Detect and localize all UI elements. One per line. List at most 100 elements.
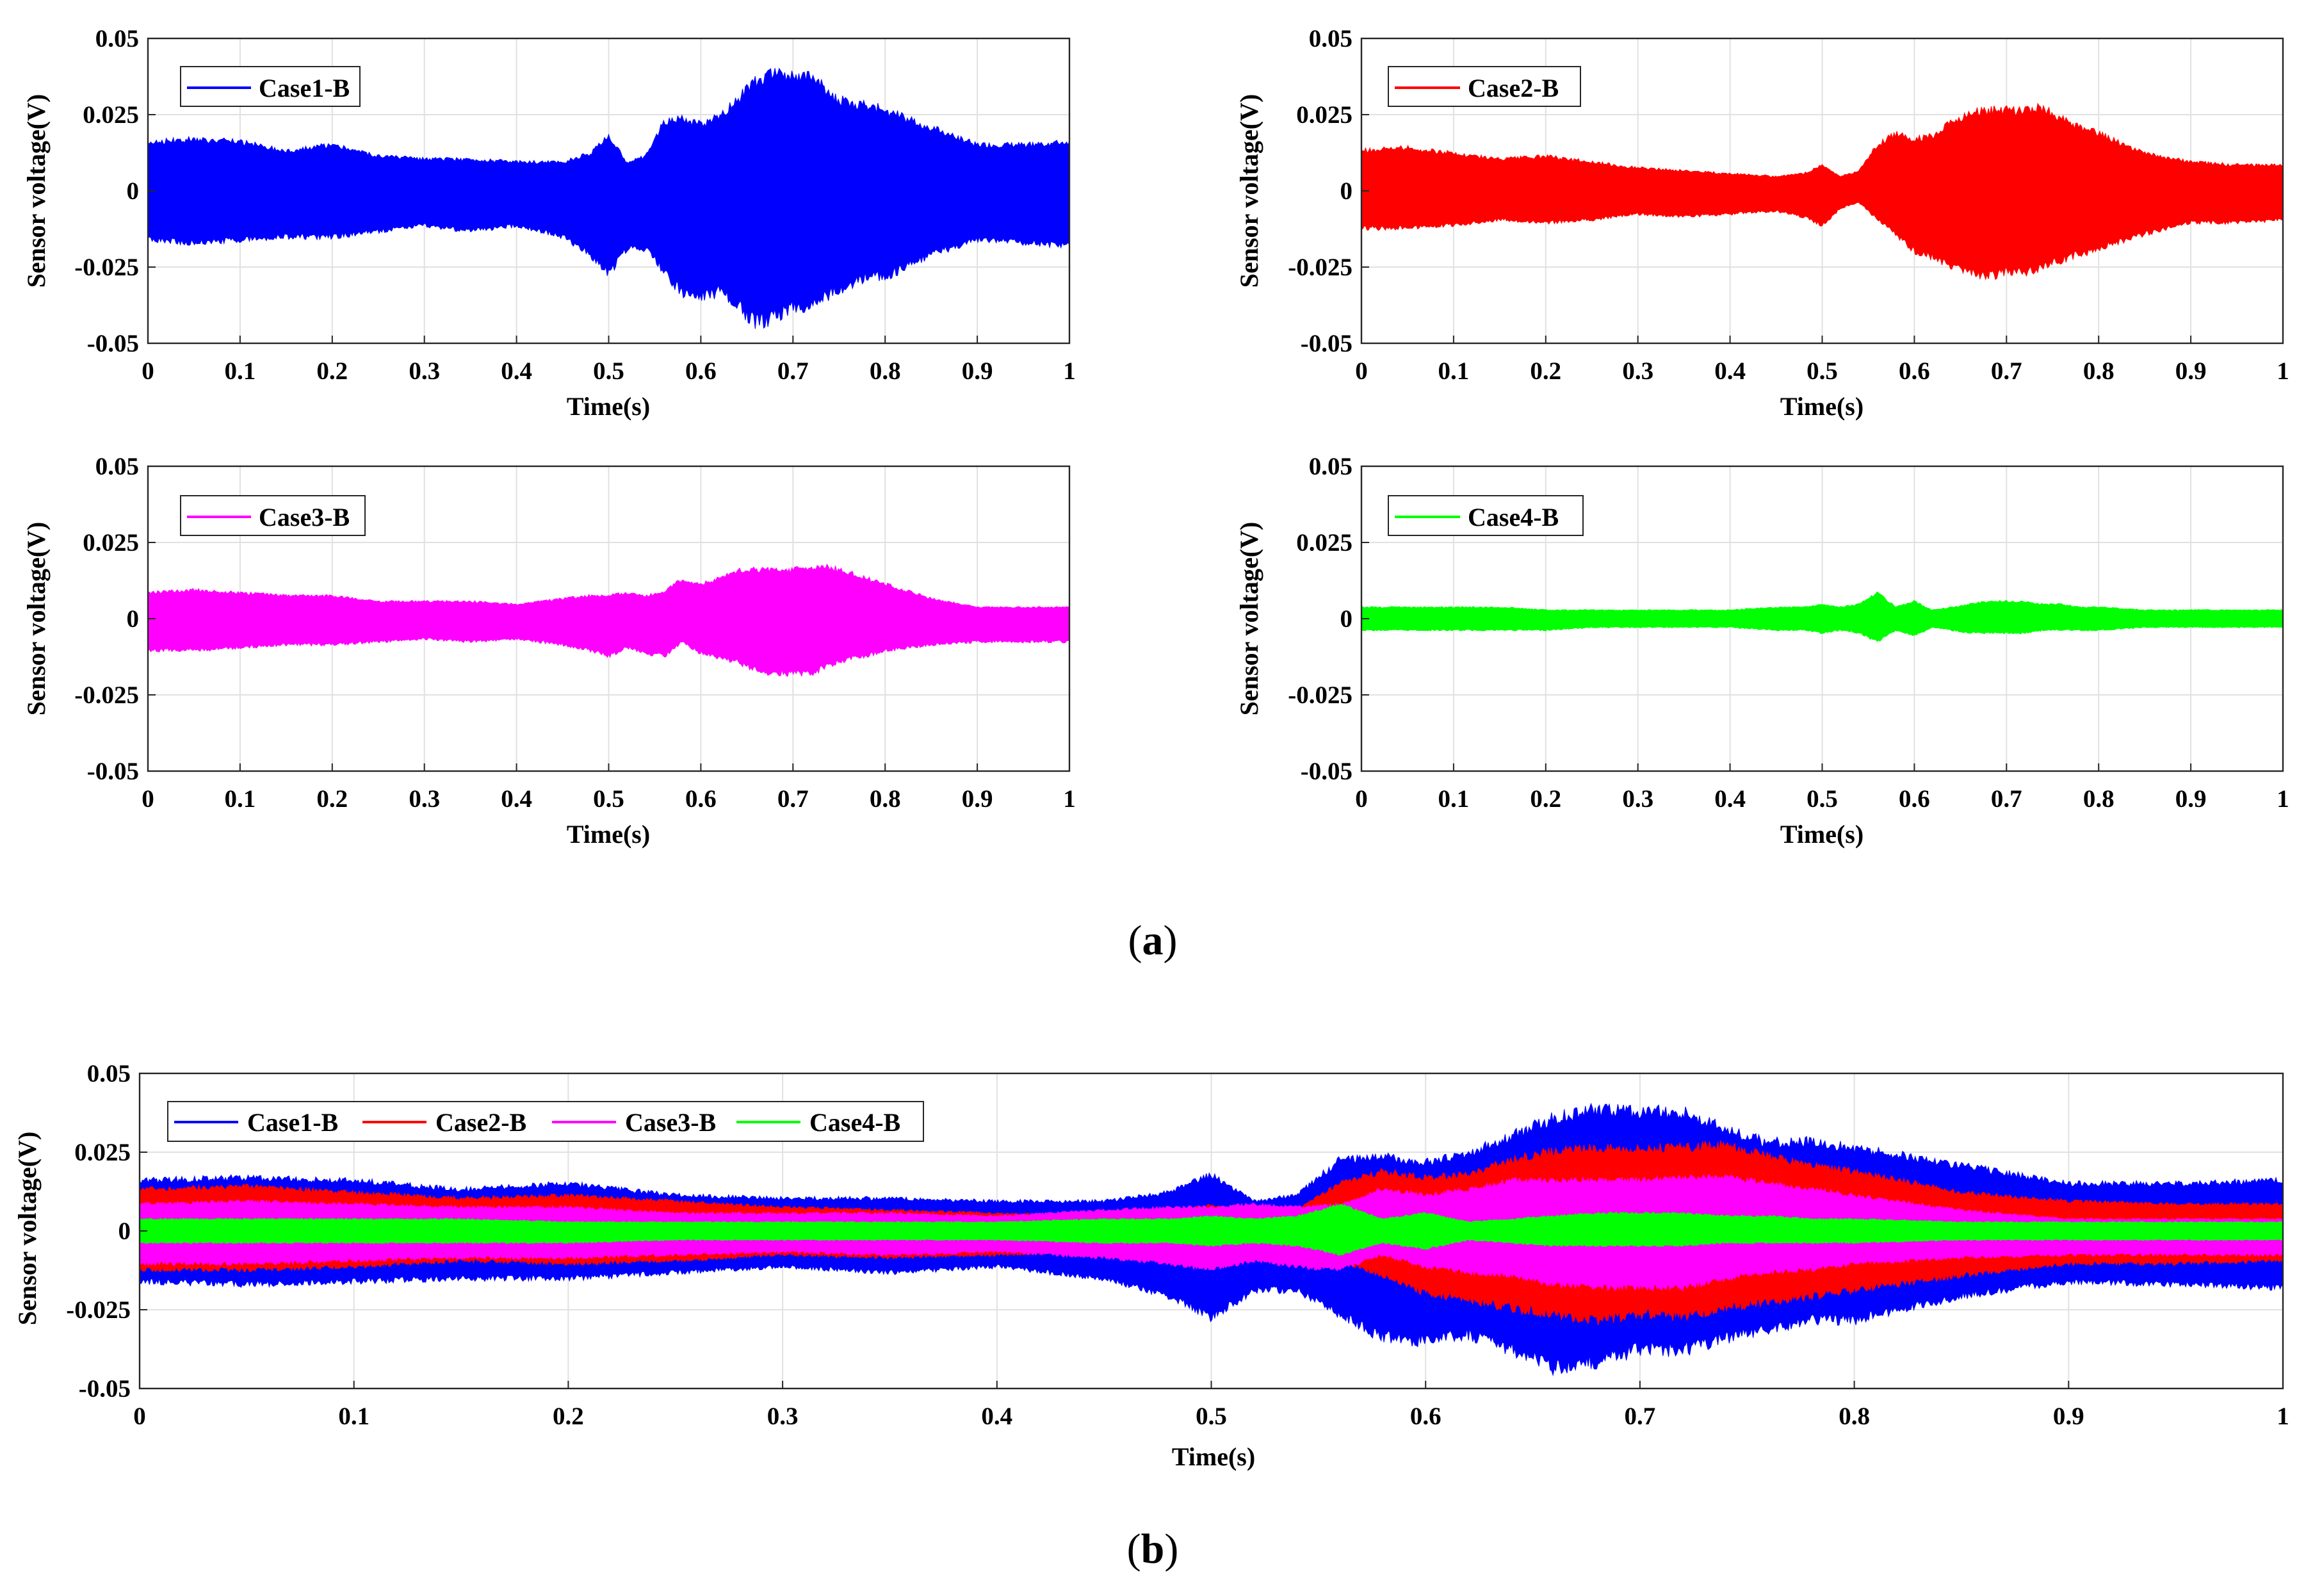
xtick-case2-10: 1 [2277, 357, 2289, 385]
ytick-case1-0: 0.05 [95, 25, 139, 53]
xtick-case1-8: 0.8 [870, 357, 901, 385]
xtick-overlay-2: 0.2 [553, 1403, 584, 1430]
xtick-case4-5: 0.5 [1807, 785, 1838, 813]
caption-b-letter: b [1141, 1526, 1165, 1572]
xtick-case3-7: 0.7 [777, 785, 809, 813]
legend-label-case2: Case2-B [1468, 74, 1559, 102]
legend-label-overlay-case4: Case4-B [809, 1108, 900, 1137]
xtick-case1-10: 1 [1063, 357, 1076, 385]
xtick-case4-4: 0.4 [1714, 785, 1746, 813]
ytick-case3-4: -0.05 [87, 758, 139, 785]
legend-case1: Case1-B [180, 66, 361, 107]
xlabel-case3: Time(s) [567, 820, 650, 849]
ytick-case3-1: 0.025 [83, 529, 139, 557]
ytick-case1-3: -0.025 [74, 254, 139, 281]
ytick-overlay-3: -0.025 [66, 1296, 131, 1324]
ytick-case4-2: 0 [1340, 605, 1353, 633]
ytick-case2-0: 0.05 [1309, 25, 1352, 53]
xtick-case3-4: 0.4 [501, 785, 532, 813]
legend-label-overlay-case1: Case1-B [247, 1108, 338, 1137]
xtick-case4-6: 0.6 [1899, 785, 1930, 813]
legend-label-case4: Case4-B [1468, 503, 1559, 532]
xtick-case4-7: 0.7 [1991, 785, 2022, 813]
ytick-case2-1: 0.025 [1296, 101, 1352, 129]
ytick-case2-4: -0.05 [1301, 330, 1352, 357]
ylabel-case1: Sensor voltage(V) [22, 94, 51, 288]
xtick-overlay-5: 0.5 [1196, 1403, 1227, 1430]
xtick-case2-3: 0.3 [1622, 357, 1653, 385]
xtick-case2-1: 0.1 [1438, 357, 1470, 385]
xtick-case4-2: 0.2 [1530, 785, 1561, 813]
ytick-case1-2: 0 [127, 177, 140, 205]
ytick-case3-0: 0.05 [95, 453, 139, 480]
xtick-case3-9: 0.9 [962, 785, 993, 813]
ytick-case3-2: 0 [127, 605, 140, 633]
legend-label-overlay-case2: Case2-B [435, 1108, 526, 1137]
xtick-overlay-9: 0.9 [2053, 1403, 2084, 1430]
legend-case2: Case2-B [1388, 66, 1581, 107]
xtick-case2-4: 0.4 [1714, 357, 1746, 385]
xlabel-case4: Time(s) [1780, 820, 1863, 849]
caption-a-letter: a [1142, 917, 1164, 964]
legend-label-overlay-case3: Case3-B [625, 1108, 716, 1137]
ytick-case4-3: -0.025 [1288, 681, 1352, 709]
xtick-case4-0: 0 [1355, 785, 1368, 813]
caption-b: (b) [1127, 1526, 1179, 1572]
xtick-overlay-0: 0 [133, 1403, 146, 1430]
xlabel-case2: Time(s) [1780, 392, 1863, 421]
xtick-overlay-1: 0.1 [338, 1403, 369, 1430]
xtick-case2-6: 0.6 [1899, 357, 1930, 385]
ytick-case4-4: -0.05 [1301, 758, 1352, 785]
legend-case3: Case3-B [180, 495, 366, 536]
ytick-overlay-2: 0 [118, 1217, 131, 1245]
xtick-overlay-10: 1 [2277, 1403, 2289, 1430]
xtick-case4-1: 0.1 [1438, 785, 1470, 813]
xtick-case3-1: 0.1 [225, 785, 256, 813]
xtick-case2-9: 0.9 [2175, 357, 2207, 385]
xtick-case1-0: 0 [142, 357, 154, 385]
xtick-case3-6: 0.6 [685, 785, 717, 813]
xtick-case1-7: 0.7 [777, 357, 809, 385]
xtick-case2-0: 0 [1355, 357, 1368, 385]
xlabel-overlay: Time(s) [1172, 1442, 1255, 1471]
xtick-case2-2: 0.2 [1530, 357, 1561, 385]
xtick-case1-6: 0.6 [685, 357, 717, 385]
caption-a: (a) [1128, 917, 1178, 964]
ytick-case3-3: -0.025 [74, 681, 139, 709]
xtick-case3-2: 0.2 [316, 785, 348, 813]
legend-label-case1: Case1-B [259, 74, 350, 102]
xtick-case3-8: 0.8 [870, 785, 901, 813]
plot-area-case3: 0 0.1 0.2 0.3 0.4 0.5 0.6 0.7 0.8 0.9 10.050.0250-… [74, 453, 1076, 813]
xtick-overlay-8: 0.8 [1839, 1403, 1870, 1430]
subplot-case1: 0 0.1 0.2 0.3 0.4 0.5 0.6 0.7 0.8 0.9 10.050.0250-… [22, 25, 1076, 421]
xtick-case4-9: 0.9 [2175, 785, 2207, 813]
xtick-case4-10: 1 [2277, 785, 2289, 813]
subplot-case2: 0 0.1 0.2 0.3 0.4 0.5 0.6 0.7 0.8 0.9 10.050.0250-… [1235, 25, 2289, 421]
xtick-case3-3: 0.3 [409, 785, 440, 813]
plot-area-case2: 0 0.1 0.2 0.3 0.4 0.5 0.6 0.7 0.8 0.9 10.050.0250-… [1288, 25, 2289, 385]
xtick-case3-0: 0 [142, 785, 154, 813]
ytick-case1-1: 0.025 [83, 101, 139, 129]
subplot-case3: 0 0.1 0.2 0.3 0.4 0.5 0.6 0.7 0.8 0.9 10.050.0250-… [22, 453, 1076, 849]
ytick-case2-3: -0.025 [1288, 254, 1352, 281]
ytick-overlay-0: 0.05 [87, 1060, 131, 1087]
xtick-case4-3: 0.3 [1622, 785, 1653, 813]
xtick-case1-5: 0.5 [593, 357, 624, 385]
xtick-overlay-7: 0.7 [1625, 1403, 1656, 1430]
xtick-case1-1: 0.1 [225, 357, 256, 385]
xtick-overlay-4: 0.4 [981, 1403, 1012, 1430]
ytick-case1-4: -0.05 [87, 330, 139, 357]
svg-text:(a): (a) [1128, 917, 1178, 964]
ytick-case4-0: 0.05 [1309, 453, 1352, 480]
xtick-case2-7: 0.7 [1991, 357, 2022, 385]
subplot-overlay: 0 0.1 0.2 0.3 0.4 0.5 0.6 0.7 0.8 0.9 10.050.0250-… [13, 1060, 2289, 1471]
xtick-overlay-3: 0.3 [767, 1403, 799, 1430]
ylabel-case4: Sensor voltage(V) [1235, 522, 1263, 716]
xtick-case2-8: 0.8 [2083, 357, 2115, 385]
xtick-case1-4: 0.4 [501, 357, 532, 385]
ytick-overlay-1: 0.025 [74, 1139, 131, 1166]
ylabel-overlay: Sensor voltage(V) [13, 1132, 42, 1326]
ytick-case4-1: 0.025 [1296, 529, 1352, 557]
xtick-case3-5: 0.5 [593, 785, 624, 813]
xtick-case1-2: 0.2 [316, 357, 348, 385]
